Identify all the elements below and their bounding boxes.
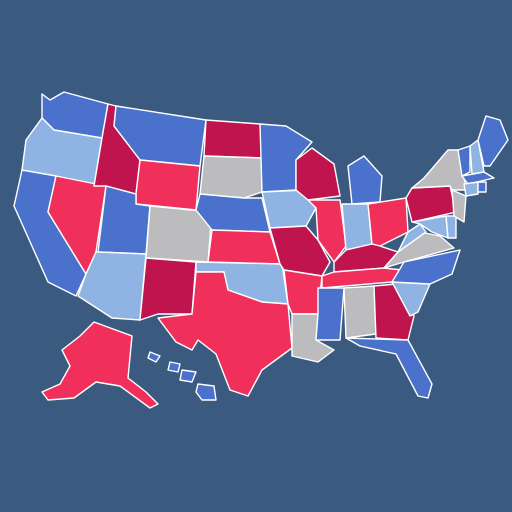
state-AR[interactable] <box>283 269 323 315</box>
state-OH[interactable] <box>367 197 409 247</box>
state-NC[interactable] <box>391 249 461 285</box>
state-NM[interactable] <box>139 257 197 321</box>
state-FL[interactable] <box>345 337 433 399</box>
state-WI[interactable] <box>295 147 341 201</box>
state-MD[interactable] <box>411 215 449 239</box>
state-AL[interactable] <box>343 285 377 339</box>
state-MO[interactable] <box>269 225 331 277</box>
state-ME[interactable] <box>477 115 509 167</box>
state-CT[interactable] <box>463 181 479 197</box>
state-IN[interactable] <box>341 203 373 251</box>
state-NJ[interactable] <box>451 189 467 223</box>
state-WY[interactable] <box>135 159 201 211</box>
state-MI[interactable] <box>347 155 383 205</box>
state-ND[interactable] <box>203 119 263 159</box>
state-AK[interactable] <box>41 321 159 409</box>
state-MS[interactable] <box>315 287 345 341</box>
state-TX[interactable] <box>157 271 293 397</box>
state-SD[interactable] <box>199 155 263 199</box>
state-DE[interactable] <box>445 215 457 239</box>
state-MA[interactable] <box>461 171 495 185</box>
state-RI[interactable] <box>477 181 487 193</box>
state-VT[interactable] <box>457 145 471 177</box>
state-HI[interactable] <box>147 351 217 401</box>
state-KS[interactable] <box>207 229 281 265</box>
state-NY[interactable] <box>411 149 467 191</box>
state-GA[interactable] <box>373 283 415 341</box>
